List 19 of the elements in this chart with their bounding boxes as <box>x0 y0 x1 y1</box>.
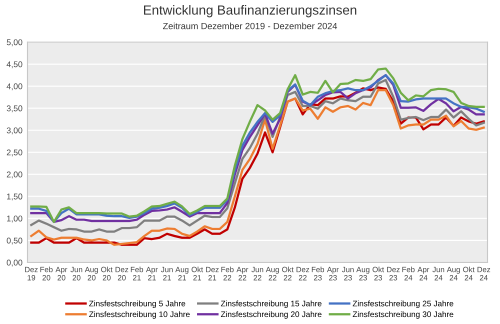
y-tick-label: 1,00 <box>7 216 22 222</box>
legend-label: Zinsfestschreibung 15 Jahre <box>220 300 322 308</box>
y-tick-label: 3,00 <box>6 127 22 134</box>
y-tick-label: 1,50 <box>7 194 22 200</box>
chart-title: Entwicklung Baufinanzierungszinsen <box>144 5 356 18</box>
y-tick-label: 4,00 <box>6 83 22 90</box>
y-tick-label: 0,50 <box>6 238 22 244</box>
y-tick-label: 2,00 <box>6 172 22 178</box>
legend-label: Zinsfestschreibung 5 Jahre <box>89 300 186 308</box>
y-tick-label: 2,50 <box>6 149 22 156</box>
legend-label: Zinsfestschreibung 20 Jahre <box>220 311 322 319</box>
y-tick-label: 4,50 <box>6 61 22 68</box>
legend-label: Zinsfestschreibung 30 Jahre <box>352 311 454 319</box>
y-tick-label: 3,50 <box>6 105 22 112</box>
chart-subtitle: Zeitraum Dezember 2019 - Dezember 2024 <box>162 22 338 30</box>
legend-label: Zinsfestschreibung 25 Jahre <box>352 300 454 308</box>
y-tick-label: 5,00 <box>6 39 22 46</box>
legend-label: Zinsfestschreibung 10 Jahre <box>89 311 190 319</box>
y-tick-label: 0,00 <box>6 260 22 267</box>
